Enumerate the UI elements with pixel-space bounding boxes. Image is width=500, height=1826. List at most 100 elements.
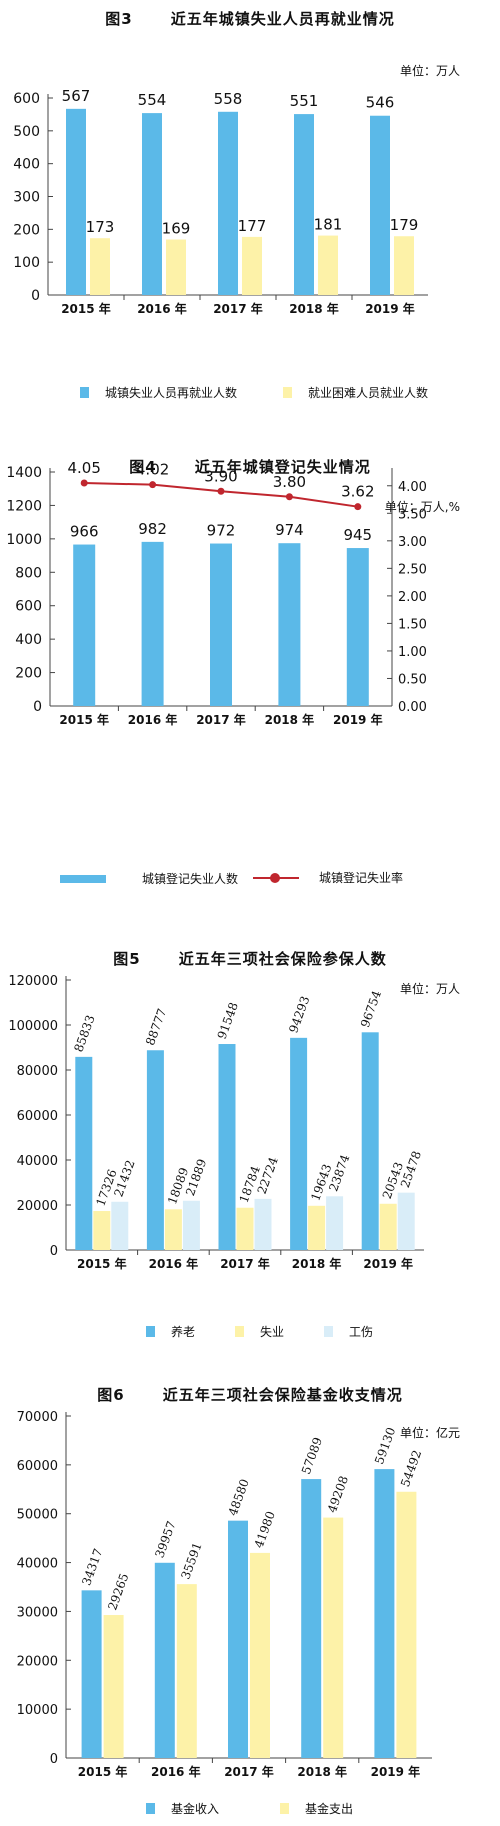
data-label: 88777 bbox=[143, 1007, 169, 1048]
rate-label: 4.02 bbox=[136, 461, 169, 479]
legend-label: 养老 bbox=[171, 1325, 196, 1339]
x-tick-label: 2019 年 bbox=[363, 1256, 413, 1271]
chart-title: 图5 近五年三项社会保险参保人数 bbox=[0, 948, 500, 969]
bar bbox=[250, 1552, 270, 1758]
bar bbox=[146, 1050, 164, 1250]
bar bbox=[210, 543, 232, 706]
y-tick-label: 100 bbox=[13, 255, 40, 271]
rate-point bbox=[354, 503, 362, 511]
chart-fig4: 图4 近五年城镇登记失业情况 单位：万人,% 0 200 400 600 800 1000 1… bbox=[0, 448, 500, 908]
rate-point bbox=[149, 481, 157, 489]
legend-swatch bbox=[80, 387, 89, 398]
data-label: 173 bbox=[86, 218, 115, 236]
legend-swatch bbox=[324, 1326, 333, 1337]
legend-item: 城镇登记失业率 bbox=[253, 869, 403, 886]
legend-label: 基金支出 bbox=[305, 1802, 354, 1816]
bar bbox=[308, 1205, 326, 1250]
bar bbox=[228, 1520, 248, 1758]
figure-title: 近五年城镇失业人员再就业情况 bbox=[170, 10, 395, 28]
y-tick-label: 300 bbox=[13, 190, 40, 206]
bar bbox=[236, 1207, 254, 1250]
rate-point bbox=[217, 487, 225, 495]
y-tick-label: 1000 bbox=[6, 532, 42, 548]
rate-label: 3.62 bbox=[341, 483, 374, 501]
bar bbox=[66, 108, 86, 296]
data-label: 945 bbox=[343, 526, 372, 544]
bar bbox=[166, 239, 186, 295]
legend-label: 城镇登记失业人数 bbox=[142, 872, 239, 886]
data-label: 85833 bbox=[71, 1013, 97, 1054]
y-tick-label: 50000 bbox=[17, 1508, 58, 1523]
x-tick-label: 2016 年 bbox=[128, 712, 178, 727]
legend-swatch bbox=[146, 1803, 155, 1814]
chart-title: 图6 近五年三项社会保险基金收支情况 bbox=[0, 1384, 500, 1405]
legend-swatch bbox=[146, 1326, 155, 1337]
x-tick-label: 2017 年 bbox=[220, 1256, 270, 1271]
y2-tick-label: 3.00 bbox=[398, 535, 427, 550]
legend-item: 失业 bbox=[235, 1323, 284, 1340]
y2-tick-label: 0.50 bbox=[398, 672, 427, 687]
unit-label: 单位：万人,% bbox=[384, 500, 460, 514]
chart-fig6: 图6 近五年三项社会保险基金收支情况 单位：亿元 0 10000 20000 30000… bbox=[0, 1376, 500, 1826]
bar bbox=[141, 541, 164, 706]
legend-swatch bbox=[280, 1803, 289, 1814]
y-tick-label: 10000 bbox=[17, 1703, 58, 1718]
data-label: 57089 bbox=[299, 1435, 325, 1476]
legend-item: 城镇失业人员再就业人数 bbox=[80, 384, 237, 401]
y-tick-label: 0 bbox=[50, 1752, 58, 1767]
x-tick-label: 2019 年 bbox=[371, 1764, 421, 1779]
bar bbox=[73, 544, 96, 706]
chart-fig5: 图5 近五年三项社会保险参保人数 单位：万人 0 20000 40000 60000 80… bbox=[0, 940, 500, 1360]
data-label: 48580 bbox=[226, 1477, 252, 1518]
chart-title: 图3 近五年城镇失业人员再就业情况 bbox=[0, 8, 500, 29]
plot-area: 0 10000 20000 30000 40000 50000 60000 70000 2015… bbox=[17, 1410, 432, 1779]
legend-swatch bbox=[253, 872, 299, 884]
y2-tick-label: 4.00 bbox=[398, 480, 427, 495]
bar bbox=[75, 1056, 93, 1250]
x-tick-label: 2016 年 bbox=[151, 1764, 201, 1779]
rate-point bbox=[285, 493, 293, 501]
data-label: 54492 bbox=[398, 1448, 424, 1489]
y-tick-label: 600 bbox=[15, 599, 42, 615]
bar bbox=[218, 1044, 236, 1250]
y-tick-label: 1400 bbox=[6, 465, 42, 481]
data-label: 558 bbox=[214, 90, 243, 108]
bar bbox=[93, 1211, 111, 1250]
unit-label: 单位：万人 bbox=[399, 982, 460, 996]
y-tick-label: 60000 bbox=[17, 1109, 58, 1124]
y2-tick-label: 2.50 bbox=[398, 562, 427, 577]
legend-item: 就业困难人员就业人数 bbox=[283, 384, 428, 401]
y-tick-label: 200 bbox=[13, 222, 40, 238]
x-tick-label: 2017 年 bbox=[224, 1764, 274, 1779]
data-label: 551 bbox=[290, 92, 319, 110]
bar bbox=[374, 1469, 395, 1758]
bar bbox=[90, 238, 110, 295]
y-tick-label: 400 bbox=[13, 157, 40, 173]
bar bbox=[164, 1209, 182, 1250]
bar bbox=[318, 235, 338, 295]
y2-tick-label: 3.50 bbox=[398, 507, 427, 522]
x-tick-label: 2016 年 bbox=[137, 301, 187, 316]
rate-point bbox=[80, 479, 88, 487]
legend-label: 就业困难人员就业人数 bbox=[308, 386, 429, 400]
data-label: 29265 bbox=[105, 1571, 131, 1612]
x-tick-label: 2016 年 bbox=[149, 1256, 199, 1271]
data-label: 181 bbox=[314, 216, 343, 234]
legend-item: 城镇登记失业人数 bbox=[60, 870, 238, 887]
data-label: 982 bbox=[138, 520, 167, 538]
bar bbox=[278, 543, 301, 706]
data-label: 972 bbox=[207, 522, 236, 540]
bar bbox=[242, 236, 262, 295]
data-label: 91548 bbox=[215, 1000, 241, 1041]
y-tick-label: 600 bbox=[13, 91, 40, 107]
y-tick-label: 20000 bbox=[17, 1654, 58, 1669]
y-tick-label: 60000 bbox=[17, 1459, 58, 1474]
legend-swatch bbox=[235, 1326, 244, 1337]
y-tick-label: 500 bbox=[13, 124, 40, 140]
data-label: 567 bbox=[62, 87, 91, 105]
data-label: 966 bbox=[70, 523, 99, 541]
figure-number: 图6 bbox=[97, 1386, 125, 1404]
legend-label: 城镇失业人员再就业人数 bbox=[105, 386, 238, 400]
x-tick-label: 2019 年 bbox=[365, 301, 415, 316]
bar bbox=[323, 1517, 344, 1758]
